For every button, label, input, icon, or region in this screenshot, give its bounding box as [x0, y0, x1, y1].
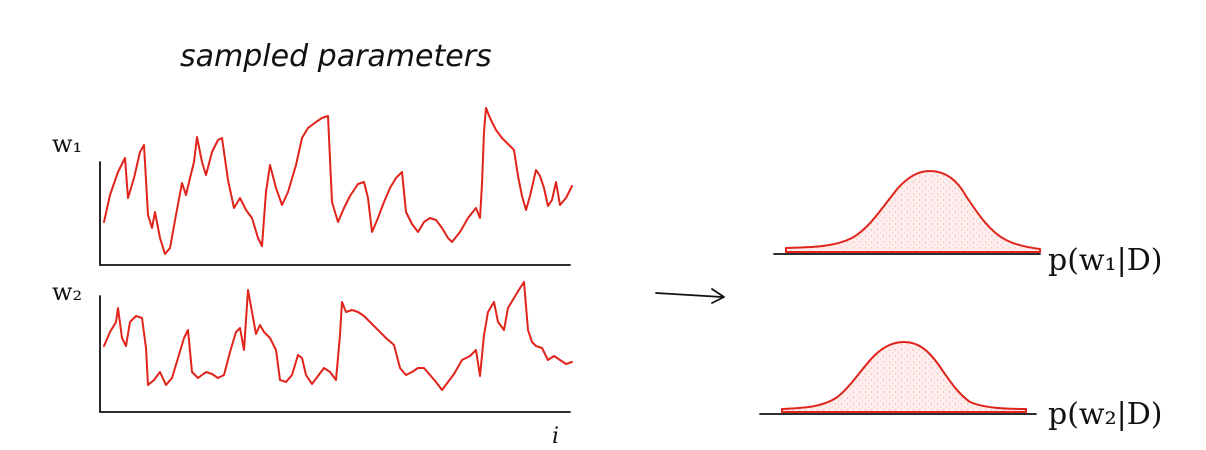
right-arrow-icon	[655, 288, 725, 304]
trace-axes-w1	[99, 161, 571, 266]
trace-axes-w2	[99, 295, 571, 413]
posterior-label-w1: p(w₁|D)	[1048, 243, 1162, 278]
trace-panel-w1: w₁	[52, 107, 573, 266]
panel-label-w2: w₂	[52, 278, 82, 306]
trace-line-w1	[103, 107, 573, 255]
diagram-title: sampled parameters	[180, 39, 492, 74]
posterior-w1: p(w₁|D)	[773, 170, 1162, 278]
posterior-label-w2: p(w₂|D)	[1048, 397, 1162, 432]
trace-panel-w2: w₂ i	[52, 278, 573, 449]
posterior-w2: p(w₂|D)	[759, 341, 1162, 432]
trace-line-w2	[103, 281, 573, 391]
panel-label-w1: w₁	[52, 130, 82, 158]
posterior-curve-w2	[781, 341, 1027, 413]
axis-label-i: i	[552, 424, 559, 449]
posterior-curve-w1	[785, 170, 1041, 253]
